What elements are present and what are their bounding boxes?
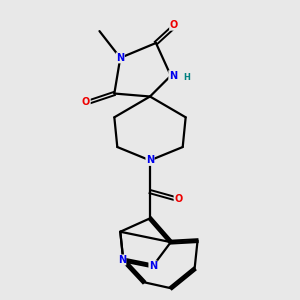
Text: N: N <box>146 155 154 165</box>
Text: N: N <box>118 255 126 265</box>
Text: N: N <box>116 53 124 63</box>
Text: H: H <box>183 73 190 82</box>
Text: O: O <box>170 20 178 30</box>
Text: O: O <box>82 98 90 107</box>
Text: N: N <box>169 71 177 81</box>
Text: O: O <box>174 194 182 204</box>
Text: N: N <box>149 261 157 271</box>
